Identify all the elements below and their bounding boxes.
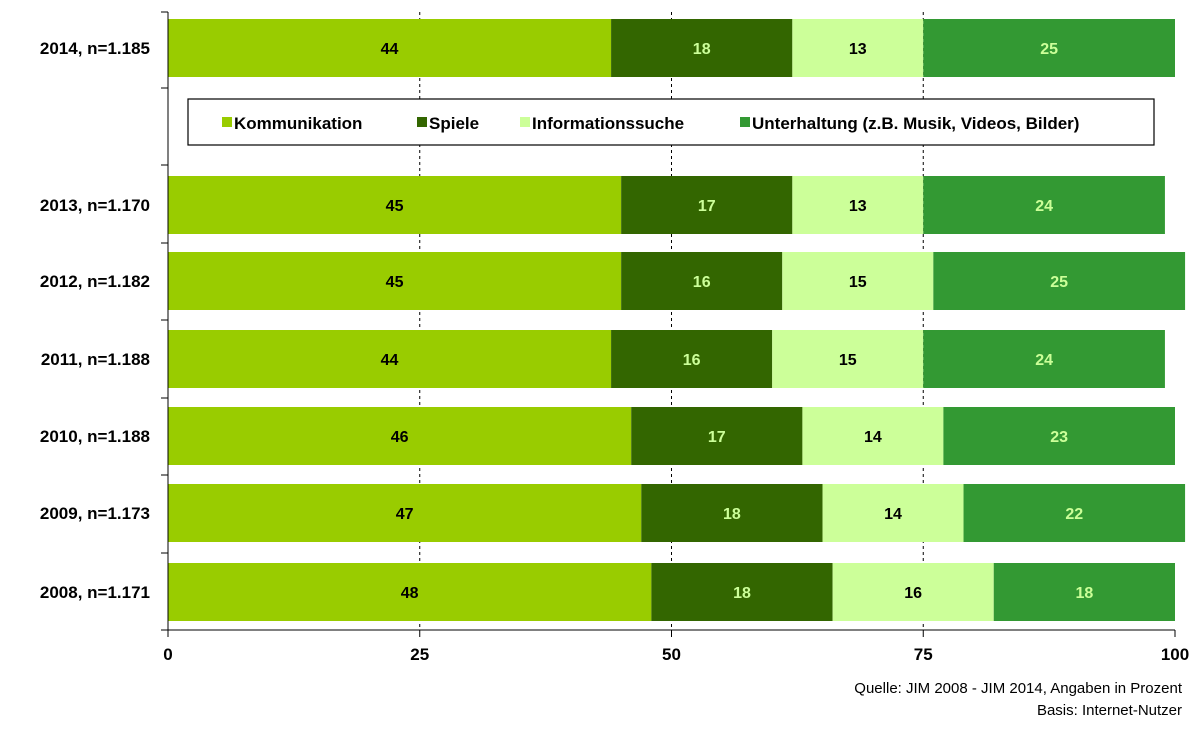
data-label-1-series-3: 24 <box>1035 198 1053 215</box>
x-tick-label-25: 25 <box>410 645 429 664</box>
bar-0-series-2 <box>792 19 924 77</box>
legend: Kommunikation Spiele Informationssuche Unte… <box>187 98 1155 146</box>
data-label-6-series-3: 18 <box>1075 585 1093 602</box>
legend-label-3: Unterhaltung (z.B. Musik, Videos, Bilder… <box>752 114 1079 133</box>
bar-1-series-1 <box>621 176 793 234</box>
data-label-2-series-2: 15 <box>849 274 867 291</box>
bar-3-series-1 <box>611 330 773 388</box>
legend-label-0: Kommunikation <box>234 114 362 133</box>
data-label-2-series-1: 16 <box>693 274 711 291</box>
x-tick-label-100: 100 <box>1161 645 1189 664</box>
bar-6-series-2 <box>832 563 994 621</box>
bar-1-series-2 <box>792 176 924 234</box>
data-label-3-series-0: 44 <box>381 352 399 369</box>
data-label-5-series-1: 18 <box>723 506 741 523</box>
data-label-2-series-0: 45 <box>386 274 404 291</box>
bar-3-series-2 <box>772 330 924 388</box>
axis-layer: 2014, n=1.185 2013, n=1.170 2012, n=1.182 2… <box>40 11 1189 664</box>
category-label-2: 2012, n=1.182 <box>40 272 150 291</box>
data-label-5-series-0: 47 <box>396 506 414 523</box>
bar-5-series-0 <box>168 484 642 542</box>
legend-box <box>187 98 1155 146</box>
legend-swatch-0 <box>222 117 232 127</box>
legend-swatch-1 <box>417 117 427 127</box>
data-label-3-series-2: 15 <box>839 352 857 369</box>
bar-3-series-0 <box>168 330 612 388</box>
bar-2-series-2 <box>782 252 934 310</box>
data-label-1-series-0: 45 <box>386 198 404 215</box>
data-label-5-series-2: 14 <box>884 506 902 523</box>
bar-1-series-3 <box>923 176 1165 234</box>
category-label-5: 2009, n=1.173 <box>40 504 150 523</box>
bar-2-series-1 <box>621 252 783 310</box>
x-tick-label-0: 0 <box>163 645 172 664</box>
data-label-6-series-2: 16 <box>904 585 922 602</box>
bar-1-series-0 <box>168 176 622 234</box>
source-note: Quelle: JIM 2008 - JIM 2014, Angaben in … <box>854 680 1182 697</box>
bar-6-series-0 <box>168 563 652 621</box>
bar-5-series-2 <box>822 484 964 542</box>
data-label-0-series-1: 18 <box>693 41 711 58</box>
category-label-1: 2013, n=1.170 <box>40 196 150 215</box>
bar-4-series-1 <box>631 407 803 465</box>
data-label-4-series-2: 14 <box>864 429 882 446</box>
bar-6-series-1 <box>651 563 833 621</box>
x-tick-label-50: 50 <box>662 645 681 664</box>
bar-0-series-0 <box>168 19 612 77</box>
legend-label-2: Informationssuche <box>532 114 684 133</box>
bar-0-series-3 <box>923 19 1175 77</box>
data-label-2-series-3: 25 <box>1050 274 1068 291</box>
data-label-0-series-3: 25 <box>1040 41 1058 58</box>
data-label-4-series-1: 17 <box>708 429 726 446</box>
data-label-5-series-3: 22 <box>1065 506 1083 523</box>
bar-4-series-2 <box>802 407 944 465</box>
data-label-3-series-3: 24 <box>1035 352 1053 369</box>
category-label-4: 2010, n=1.188 <box>40 427 150 446</box>
bar-4-series-3 <box>943 407 1175 465</box>
data-label-4-series-3: 23 <box>1050 429 1068 446</box>
bar-5-series-3 <box>963 484 1186 542</box>
category-label-0: 2014, n=1.185 <box>40 39 150 58</box>
data-label-0-series-0: 44 <box>381 41 399 58</box>
bar-3-series-3 <box>923 330 1165 388</box>
data-label-3-series-1: 16 <box>683 352 701 369</box>
data-label-4-series-0: 46 <box>391 429 409 446</box>
basis-note: Basis: Internet-Nutzer <box>1036 702 1182 719</box>
bar-2-series-3 <box>933 252 1186 310</box>
data-label-6-series-1: 18 <box>733 585 751 602</box>
data-label-0-series-2: 13 <box>849 41 867 58</box>
legend-swatch-2 <box>520 117 530 127</box>
category-label-6: 2008, n=1.171 <box>40 583 150 602</box>
x-tick-label-75: 75 <box>914 645 933 664</box>
legend-swatch-3 <box>740 117 750 127</box>
bar-6-series-3 <box>993 563 1175 621</box>
bar-4-series-0 <box>168 407 632 465</box>
data-label-1-series-2: 13 <box>849 198 867 215</box>
category-label-3: 2011, n=1.188 <box>41 350 150 369</box>
data-label-6-series-0: 48 <box>401 585 419 602</box>
legend-label-1: Spiele <box>429 114 479 133</box>
data-label-1-series-1: 17 <box>698 198 716 215</box>
bar-2-series-0 <box>168 252 622 310</box>
bar-5-series-1 <box>641 484 823 542</box>
bar-0-series-1 <box>611 19 793 77</box>
bars-layer: 44 18 13 25 45 17 13 24 45 16 15 25 44 16 15 24 46 17 14 23… <box>168 19 1186 621</box>
